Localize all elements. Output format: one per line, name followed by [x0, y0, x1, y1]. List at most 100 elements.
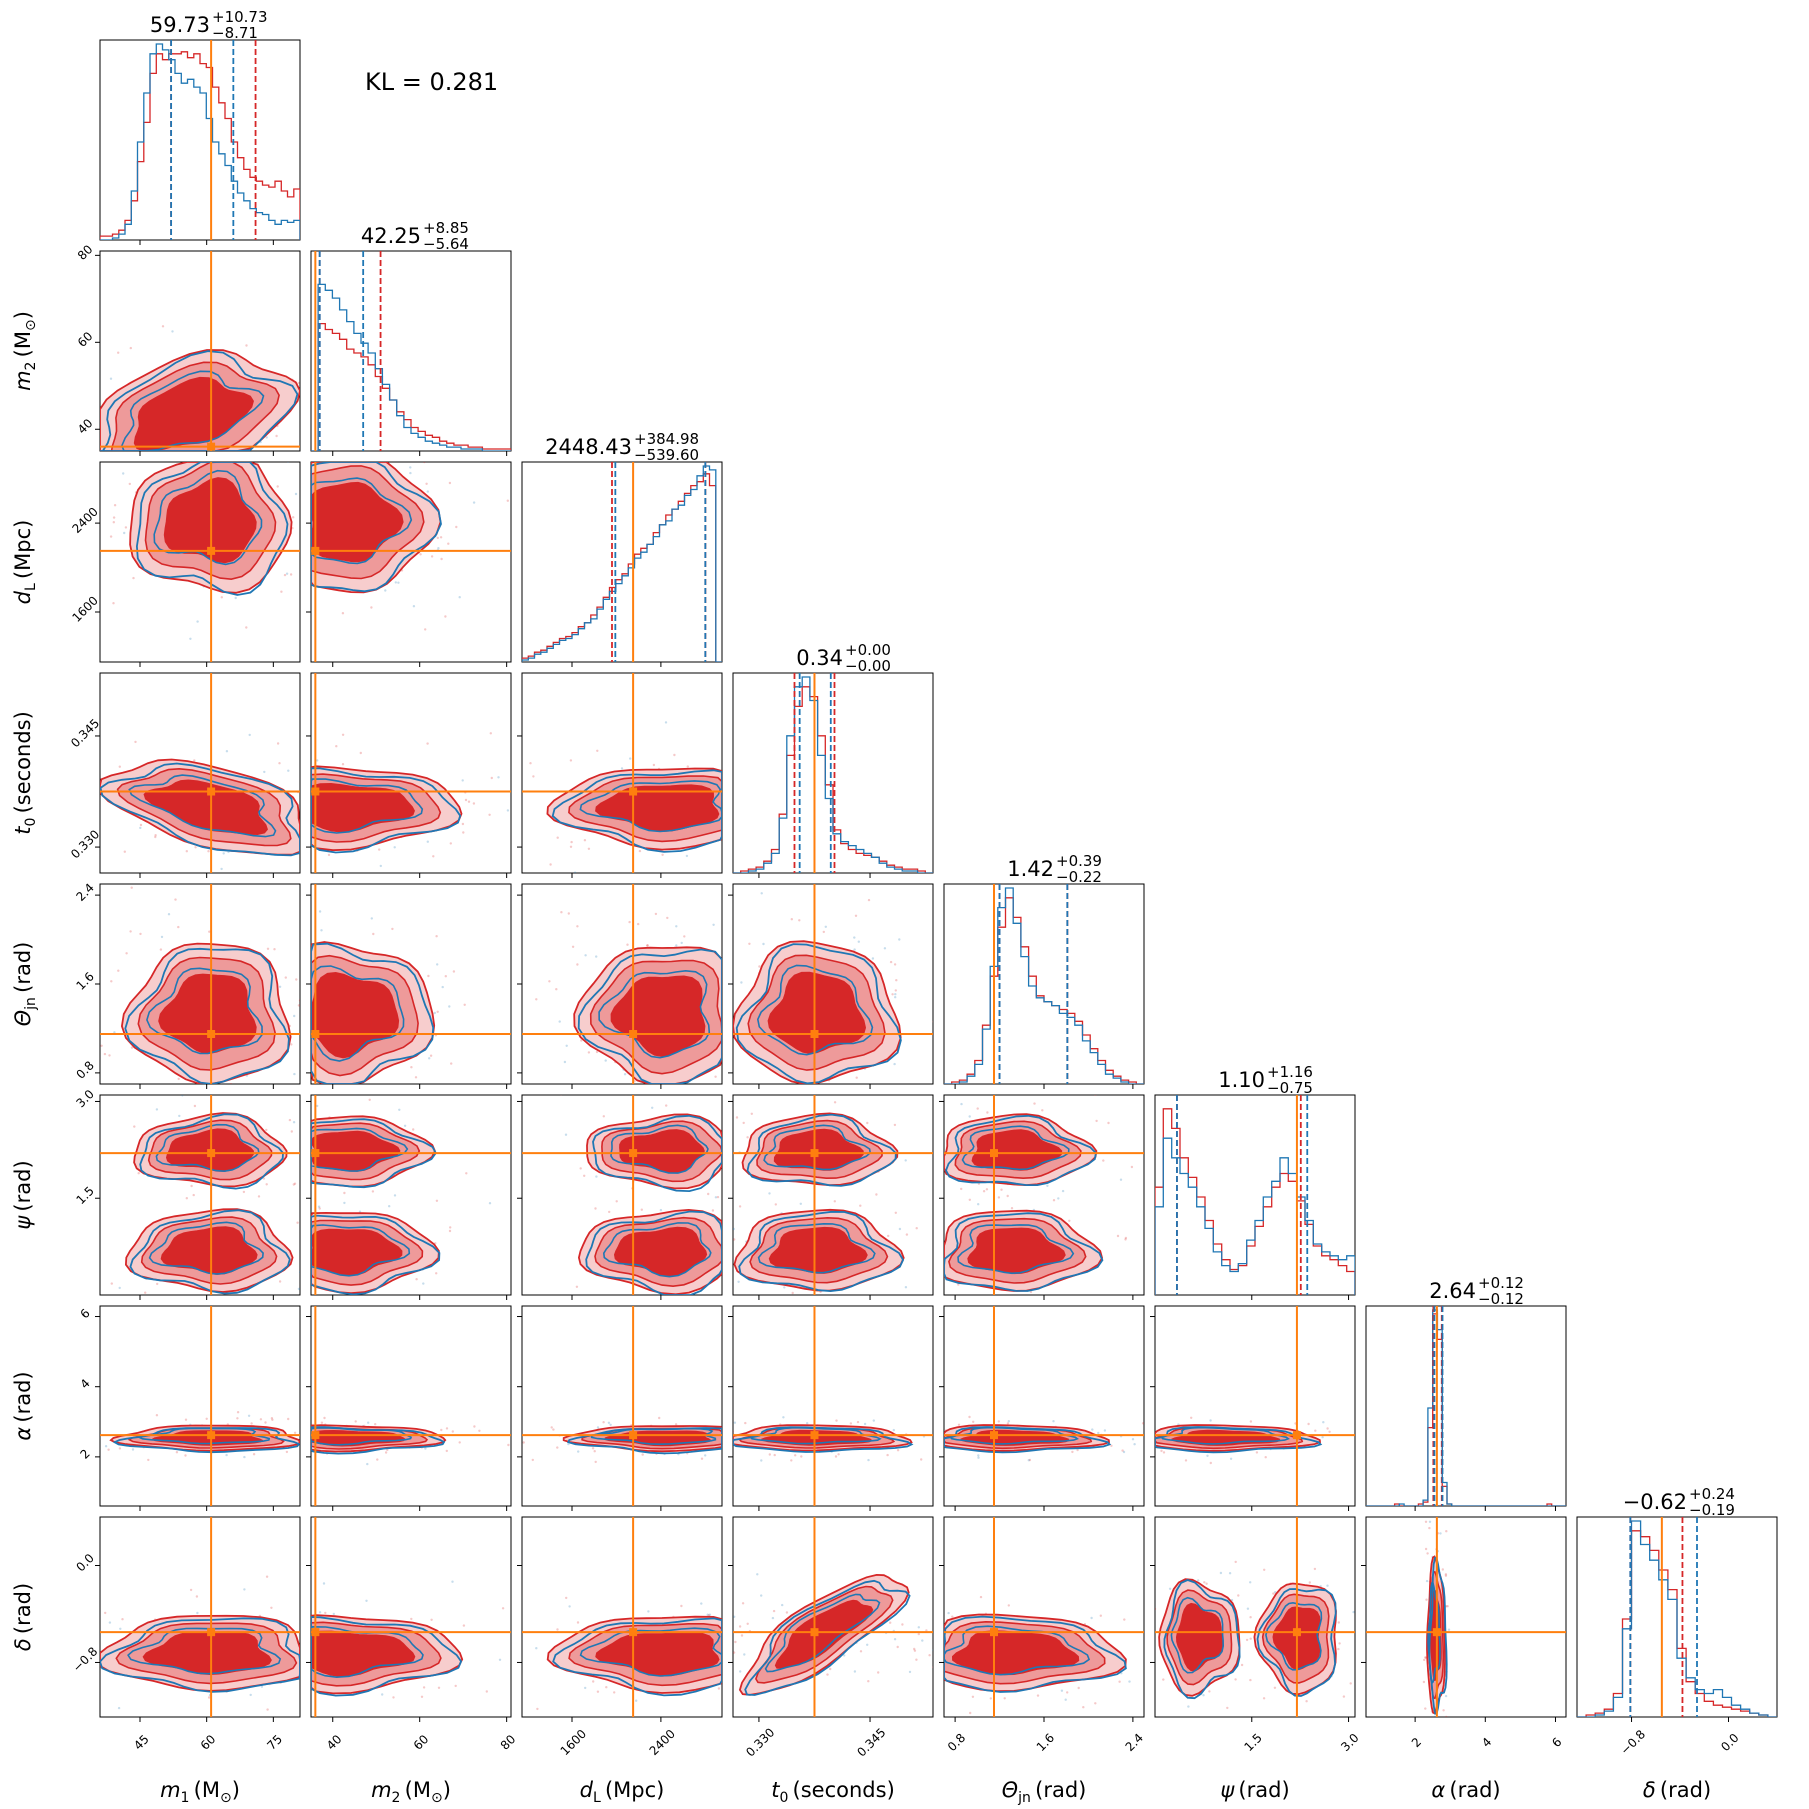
x-tick-label: 3.0: [1338, 1731, 1361, 1754]
contour-blue-inner: [311, 778, 424, 834]
scatter-point: [1121, 1449, 1124, 1452]
scatter-point: [707, 1192, 710, 1196]
scatter-point: [567, 1442, 570, 1446]
scatter-point: [306, 979, 308, 981]
panel-m2-m2: 42.25 +8.85−5.64: [310, 219, 512, 456]
scatter-point: [384, 1086, 386, 1088]
scatter-point: [398, 1108, 401, 1112]
scatter-point: [822, 930, 825, 934]
scatter-point: [1206, 1454, 1209, 1458]
scatter-point: [239, 452, 241, 454]
scatter-point: [977, 1456, 980, 1459]
scatter-point: [354, 1420, 357, 1423]
scatter-point: [971, 1695, 975, 1699]
marginal-title-minus: −0.75: [1267, 1079, 1313, 1097]
scatter-point: [437, 1686, 441, 1690]
panel-psi-psi: 1.10 +1.16−0.75: [1154, 1063, 1356, 1300]
scatter-point: [447, 542, 450, 545]
panel-delta-m1: 45 60 75 −0.8 0.0: [70, 1516, 301, 1753]
contour-blue-inner: [127, 1627, 282, 1675]
contour-blue-inner: [155, 1123, 260, 1173]
scatter-point: [104, 1611, 107, 1615]
scatter-point: [629, 757, 632, 760]
label-close: ): [11, 311, 35, 319]
truth-marker: [311, 546, 320, 555]
label-symbol: d: [11, 590, 35, 604]
scatter-point: [298, 999, 300, 1002]
scatter-point: [118, 1286, 121, 1290]
scatter-point: [1272, 1592, 1275, 1595]
contour-blue-outer: [733, 1426, 914, 1453]
scatter-point: [109, 535, 113, 538]
scatter-point: [727, 1446, 729, 1448]
y-tick-label: 1.5: [73, 1184, 96, 1207]
scatter-point: [604, 1059, 607, 1062]
scatter-point: [297, 381, 300, 385]
y-tick-label: 0.8: [73, 1058, 96, 1081]
y-axis-label-delta: δ (rad): [11, 1583, 35, 1651]
scatter-point: [641, 1453, 644, 1456]
contour-blue-outer: [124, 947, 290, 1084]
scatter-point: [571, 945, 575, 948]
label-subscript: 1: [181, 1790, 190, 1806]
label-unit-sub: ⊙: [431, 1790, 443, 1806]
scatter-point: [790, 918, 793, 921]
scatter-point: [744, 1421, 747, 1425]
scatter-point: [1133, 1443, 1136, 1446]
scatter-point: [584, 1686, 587, 1690]
scatter-point: [733, 1430, 734, 1433]
scatter-point: [1249, 1581, 1252, 1584]
scatter-point: [951, 1615, 954, 1618]
x-tick-label: 4: [1479, 1735, 1494, 1750]
label-symbol: m: [160, 1778, 180, 1802]
contour-group: [733, 1517, 933, 1717]
scatter-point: [1077, 1686, 1080, 1690]
scatter-point: [1160, 1449, 1163, 1453]
scatter-point: [856, 1420, 860, 1424]
contour-blue-outer: [735, 943, 902, 1084]
scatter-point: [1337, 1647, 1340, 1651]
scatter-point: [498, 1658, 502, 1662]
scatter-point: [843, 1654, 846, 1657]
scatter-point: [1442, 1709, 1445, 1712]
y-tick-label: −0.8: [70, 1644, 101, 1675]
scatter-point: [1226, 1706, 1229, 1710]
scatter-point: [746, 1136, 749, 1139]
panel-theta-t0: [728, 883, 934, 1089]
panel-m1-m1: 59.73 +10.73−8.71: [99, 8, 301, 245]
scatter-point: [153, 454, 155, 456]
panel-frame: [99, 39, 301, 241]
scatter-point: [488, 1202, 492, 1205]
scatter-point: [1094, 1095, 1097, 1096]
scatter-point: [79, 830, 81, 832]
scatter-point: [785, 1611, 789, 1614]
contour-blue-outer: [1163, 1579, 1241, 1700]
label-symbol: ψ: [11, 1215, 35, 1230]
scatter-point: [730, 1045, 732, 1047]
label-unit: (seconds): [11, 711, 35, 817]
hist-blue: [100, 43, 300, 240]
scatter-point: [1007, 1604, 1010, 1607]
x-tick-label: 0.330: [743, 1725, 777, 1759]
truth-marker: [311, 787, 320, 796]
scatter-point: [341, 763, 345, 766]
scatter-point: [308, 1154, 310, 1156]
y-tick-label: 80: [75, 242, 96, 263]
scatter-point: [957, 1283, 960, 1286]
scatter-point: [193, 1104, 197, 1108]
scatter-point: [768, 1453, 771, 1456]
scatter-point: [1424, 1707, 1427, 1710]
scatter-point: [1305, 1700, 1308, 1703]
scatter-point: [716, 1195, 720, 1199]
contour-blue-inner: [579, 780, 722, 833]
scatter-point: [1274, 1591, 1277, 1594]
scatter-point: [129, 346, 132, 350]
panel-dL-m1: 1600 2400: [69, 454, 301, 667]
scatter-point: [108, 1621, 112, 1624]
panel-t0-t0: 0.34 +0.00−0.00: [732, 641, 934, 878]
label-symbol: Θ: [1002, 1778, 1019, 1802]
y-axis-label-t0: t0 (seconds): [11, 711, 39, 835]
scatter-point: [783, 1286, 786, 1289]
scatter-point: [1155, 1607, 1157, 1611]
scatter-point: [1444, 1573, 1448, 1576]
